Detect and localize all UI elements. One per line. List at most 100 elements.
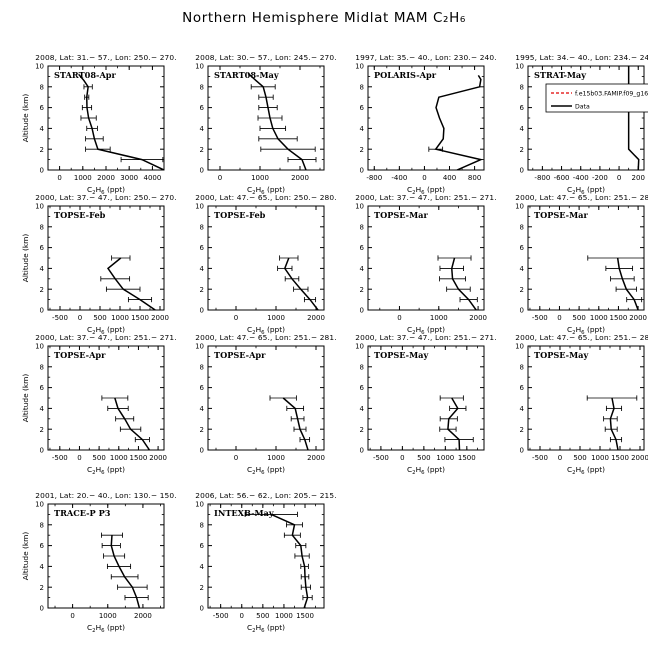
y-tick-label: 10 (195, 343, 204, 351)
x-tick-label: -400 (573, 174, 589, 182)
panel-header: 2000, Lat: 47.− 65., Lon: 251.− 281. (515, 333, 648, 342)
x-tick-label: 1500 (131, 314, 149, 322)
error-bars (80, 84, 164, 163)
y-tick-label: 4 (360, 405, 365, 413)
x-tick-label: 0 (397, 314, 401, 322)
error-bars (250, 84, 317, 163)
panel-title: POLARIS-Apr (374, 70, 437, 80)
y-tick-label: 10 (355, 343, 364, 351)
x-axis-label: C2H6 (ppt) (247, 465, 285, 476)
x-tick-label: 1000 (590, 314, 608, 322)
y-tick-label: 4 (40, 265, 45, 273)
data-series-line (78, 73, 164, 170)
x-tick-label: 0 (558, 454, 562, 462)
x-tick-label: 1000 (267, 314, 285, 322)
y-tick-label: 10 (35, 63, 44, 71)
y-tick-label: 0 (200, 447, 204, 455)
data-series-line (106, 257, 156, 310)
y-tick-label: 4 (360, 265, 365, 273)
data-series-line (627, 66, 640, 170)
y-tick-label: 8 (200, 223, 204, 231)
x-tick-label: 200 (632, 174, 645, 182)
x-axis-label: C2H6 (ppt) (407, 325, 445, 336)
x-axis-label: C2H6 (ppt) (87, 185, 125, 196)
y-tick-label: 4 (520, 265, 525, 273)
y-tick-label: 6 (360, 104, 365, 112)
y-tick-label: 10 (35, 203, 44, 211)
x-tick-label: 1000 (267, 454, 285, 462)
x-tick-label: 1500 (610, 314, 628, 322)
y-tick-label: 4 (40, 563, 45, 571)
y-axis-label: Altitude (km) (21, 94, 30, 143)
y-tick-label: 0 (40, 447, 44, 455)
y-tick-label: 8 (200, 363, 204, 371)
y-tick-label: 6 (40, 542, 45, 550)
y-tick-label: 10 (515, 63, 524, 71)
x-axis-label: C2H6 (ppt) (87, 623, 125, 634)
y-tick-label: 0 (200, 605, 204, 613)
panel-title: TOPSE-Apr (54, 350, 106, 360)
x-tick-label: 500 (417, 454, 430, 462)
plot-frame (207, 205, 325, 311)
panel-topse-feb-1: 2000, Lat: 37.− 47., Lon: 250.− 270. -500… (18, 190, 178, 340)
x-tick-label: 0 (234, 454, 238, 462)
x-tick-label: 2000 (307, 454, 325, 462)
y-tick-label: 8 (200, 521, 204, 529)
x-tick-label: 0 (77, 454, 81, 462)
x-tick-label: 0 (400, 454, 404, 462)
error-bars (101, 395, 150, 443)
x-tick-label: 0 (78, 314, 82, 322)
x-tick-label: 500 (573, 454, 586, 462)
panel-title: TOPSE-Feb (54, 210, 106, 220)
y-axis-label: Altitude (km) (21, 374, 30, 423)
panel-topse-may-1: 2000, Lat: 37.− 47., Lon: 251.− 271. -500… (338, 330, 498, 480)
error-bars (244, 511, 313, 601)
panel-topse-mar-1: 2000, Lat: 37.− 47., Lon: 251.− 271. 0 100… (338, 190, 498, 340)
y-tick-label: 0 (520, 447, 524, 455)
y-tick-label: 10 (35, 501, 44, 509)
y-tick-label: 4 (40, 405, 45, 413)
panel-title: START08-Apr (54, 70, 117, 80)
y-tick-label: 2 (520, 146, 524, 154)
x-tick-label: -500 (213, 612, 229, 620)
y-tick-label: 8 (360, 83, 364, 91)
data-series-line (114, 397, 151, 450)
y-tick-label: 2 (520, 286, 524, 294)
y-tick-label: 2 (200, 584, 204, 592)
panel-topse-apr-2: 2000, Lat: 47.− 65., Lon: 251.− 281. 0 100… (178, 330, 338, 480)
panel-topse-apr-1: 2000, Lat: 37.− 47., Lon: 251.− 271. -500… (18, 330, 178, 480)
y-tick-label: 8 (40, 363, 44, 371)
x-tick-label: 2000 (151, 314, 169, 322)
x-tick-label: 0 (234, 314, 238, 322)
panel-topse-may-2: 2000, Lat: 47.− 65., Lon: 251.− 281. -500… (498, 330, 648, 480)
data-series-line (447, 397, 461, 450)
y-tick-label: 8 (520, 83, 524, 91)
panel-header: 2008, Lat: 30.− 57., Lon: 245.− 270. (195, 53, 337, 62)
panel-header: 2006, Lat: 56.− 62., Lon: 205.− 215. (195, 491, 337, 500)
x-tick-label: 1500 (458, 454, 476, 462)
y-tick-label: 6 (200, 244, 205, 252)
y-tick-label: 6 (40, 244, 45, 252)
x-axis-label: C2H6 (ppt) (247, 325, 285, 336)
y-tick-label: 6 (200, 384, 205, 392)
y-tick-label: 2 (200, 426, 204, 434)
y-tick-label: 10 (35, 343, 44, 351)
y-axis-label: Altitude (km) (21, 234, 30, 283)
panel-header: 2000, Lat: 37.− 47., Lon: 251.− 271. (355, 193, 497, 202)
x-tick-label: -800 (366, 174, 382, 182)
panel-title: TRACE-P P3 (54, 508, 111, 518)
x-tick-label: 1000 (111, 314, 129, 322)
panel-trace-p-p3: 2001, Lat: 20.− 40., Lon: 130.− 150. 0 100… (18, 488, 178, 638)
data-series-line (616, 257, 639, 310)
panel-strat-may: 1995, Lat: 34.− 40., Lon: 234.− 240. -800… (498, 50, 648, 200)
x-tick-label: 400 (443, 174, 456, 182)
panel-title: TOPSE-May (374, 350, 428, 360)
x-tick-label: 2000 (629, 314, 647, 322)
y-tick-label: 4 (200, 265, 205, 273)
panel-start08-may: 2008, Lat: 30.− 57., Lon: 245.− 270. 0 100… (178, 50, 338, 200)
y-tick-label: 0 (200, 307, 204, 315)
data-series-line (609, 397, 619, 450)
x-axis-label: C2H6 (ppt) (247, 623, 285, 634)
y-tick-label: 2 (360, 146, 364, 154)
